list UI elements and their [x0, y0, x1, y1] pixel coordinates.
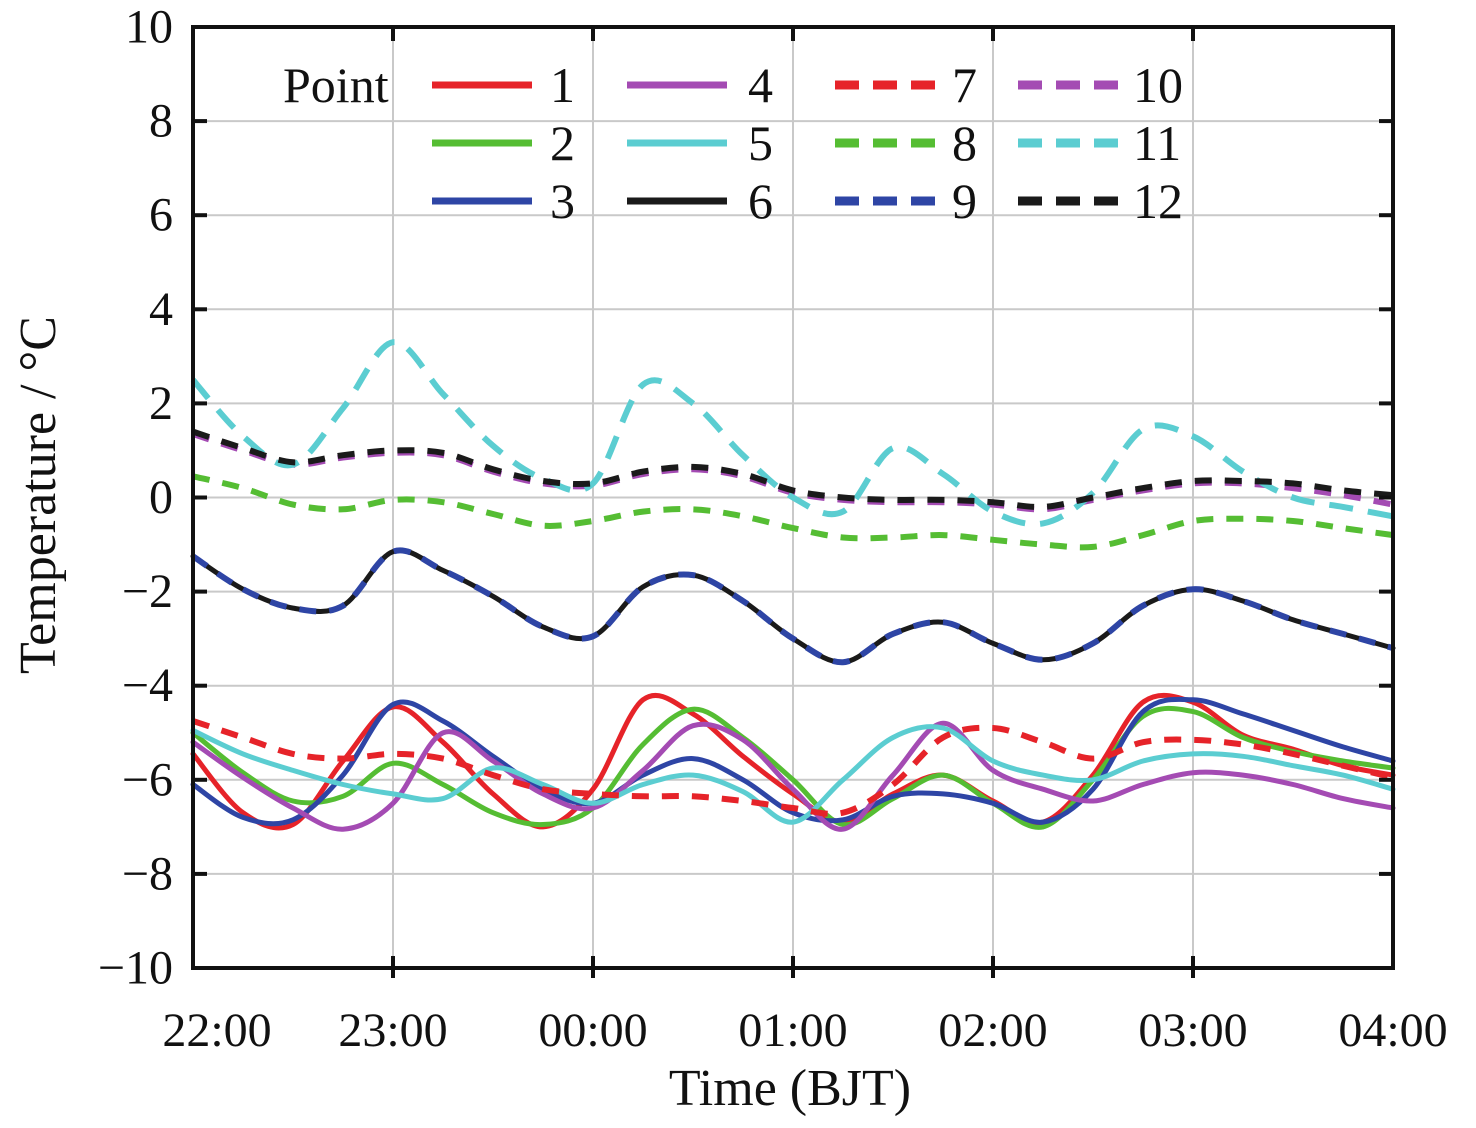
legend-title: Point	[283, 57, 389, 113]
y-tick-label: −8	[122, 847, 173, 900]
series-line-point-11	[190, 339, 1394, 528]
y-tick-label: −2	[122, 565, 173, 618]
series-line-point-7	[192, 718, 1394, 817]
x-tick-label: 03:00	[1138, 1004, 1247, 1057]
x-tick-label: 22:00	[162, 1004, 271, 1057]
series-line-point-3	[190, 696, 1396, 827]
y-tick-label: 8	[149, 95, 173, 148]
legend-label-point-6: 6	[748, 173, 773, 229]
legend-label-point-2: 2	[550, 115, 575, 171]
x-tick-label: 01:00	[738, 1004, 847, 1057]
legend-label-point-7: 7	[952, 57, 977, 113]
series-line-point-5	[190, 724, 1396, 825]
y-tick-label: 2	[149, 377, 173, 430]
y-tick-label: 0	[149, 471, 173, 524]
series-line-point-4	[190, 720, 1396, 832]
y-tick-label: 6	[149, 189, 173, 242]
y-tick-label: −6	[122, 753, 173, 806]
legend-label-point-3: 3	[550, 173, 575, 229]
y-axis-label: Temperature / °C	[10, 316, 67, 674]
x-tick-label: 02:00	[938, 1004, 1047, 1057]
x-tick-label: 04:00	[1338, 1004, 1447, 1057]
x-tick-label: 00:00	[538, 1004, 647, 1057]
y-tick-label: −10	[98, 942, 173, 995]
legend-label-point-9: 9	[952, 173, 977, 229]
legend-label-point-11: 11	[1133, 115, 1181, 171]
y-tick-label: 10	[125, 1, 173, 54]
x-axis-label: Time (BJT)	[669, 1060, 911, 1117]
y-tick-label: 4	[149, 283, 173, 336]
series-line-point-2	[190, 705, 1396, 830]
y-tick-label: −4	[122, 659, 173, 712]
series-line-point-8	[192, 473, 1394, 551]
series-line-point-9	[191, 547, 1394, 666]
legend-label-point-10: 10	[1133, 57, 1183, 113]
legend-label-point-12: 12	[1133, 173, 1183, 229]
legend-label-point-1: 1	[550, 57, 575, 113]
series-line-point-12	[192, 428, 1394, 510]
x-tick-label: 23:00	[338, 1004, 447, 1057]
legend-label-point-5: 5	[748, 115, 773, 171]
legend-label-point-4: 4	[748, 57, 773, 113]
legend-label-point-8: 8	[952, 115, 977, 171]
